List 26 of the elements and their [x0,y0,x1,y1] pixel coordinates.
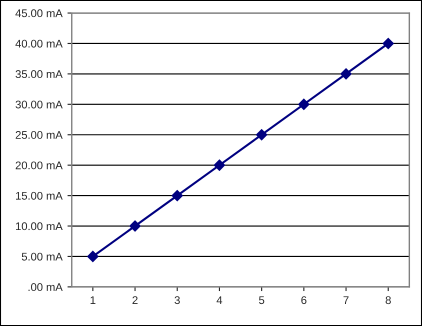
y-tick-label: 15.00 mA [16,192,63,200]
x-tick-label: 7 [344,296,349,304]
y-tick-label: 40.00 mA [15,40,63,48]
y-tick-label: 35.00 mA [16,70,63,78]
point [256,129,268,140]
y-tick-label: .00 mA [28,283,63,292]
point [87,250,98,262]
point [129,220,141,232]
x-tick-label: 6 [301,296,306,304]
y-tick-label: 20.00 mA [16,161,63,170]
point [382,38,394,50]
x-tick-label: 4 [216,296,222,304]
y-tick-label: 45.00 mA [15,9,63,18]
y-tick-label: 30.00 mA [16,100,63,108]
x-tick-label: 5 [258,296,264,304]
y-tick-label: 25.00 mA [16,131,63,139]
x-tick-label: 1 [90,296,96,304]
x-tick-label: 8 [386,296,391,304]
point [214,160,226,171]
point [298,98,310,110]
point [340,68,352,80]
x-tick-label: 2 [132,296,138,304]
y-tick-label: 5.00 mA [22,252,63,261]
y-tick-label: 10.00 mA [16,222,63,230]
point [172,190,183,202]
x-tick-label: 3 [174,296,180,304]
